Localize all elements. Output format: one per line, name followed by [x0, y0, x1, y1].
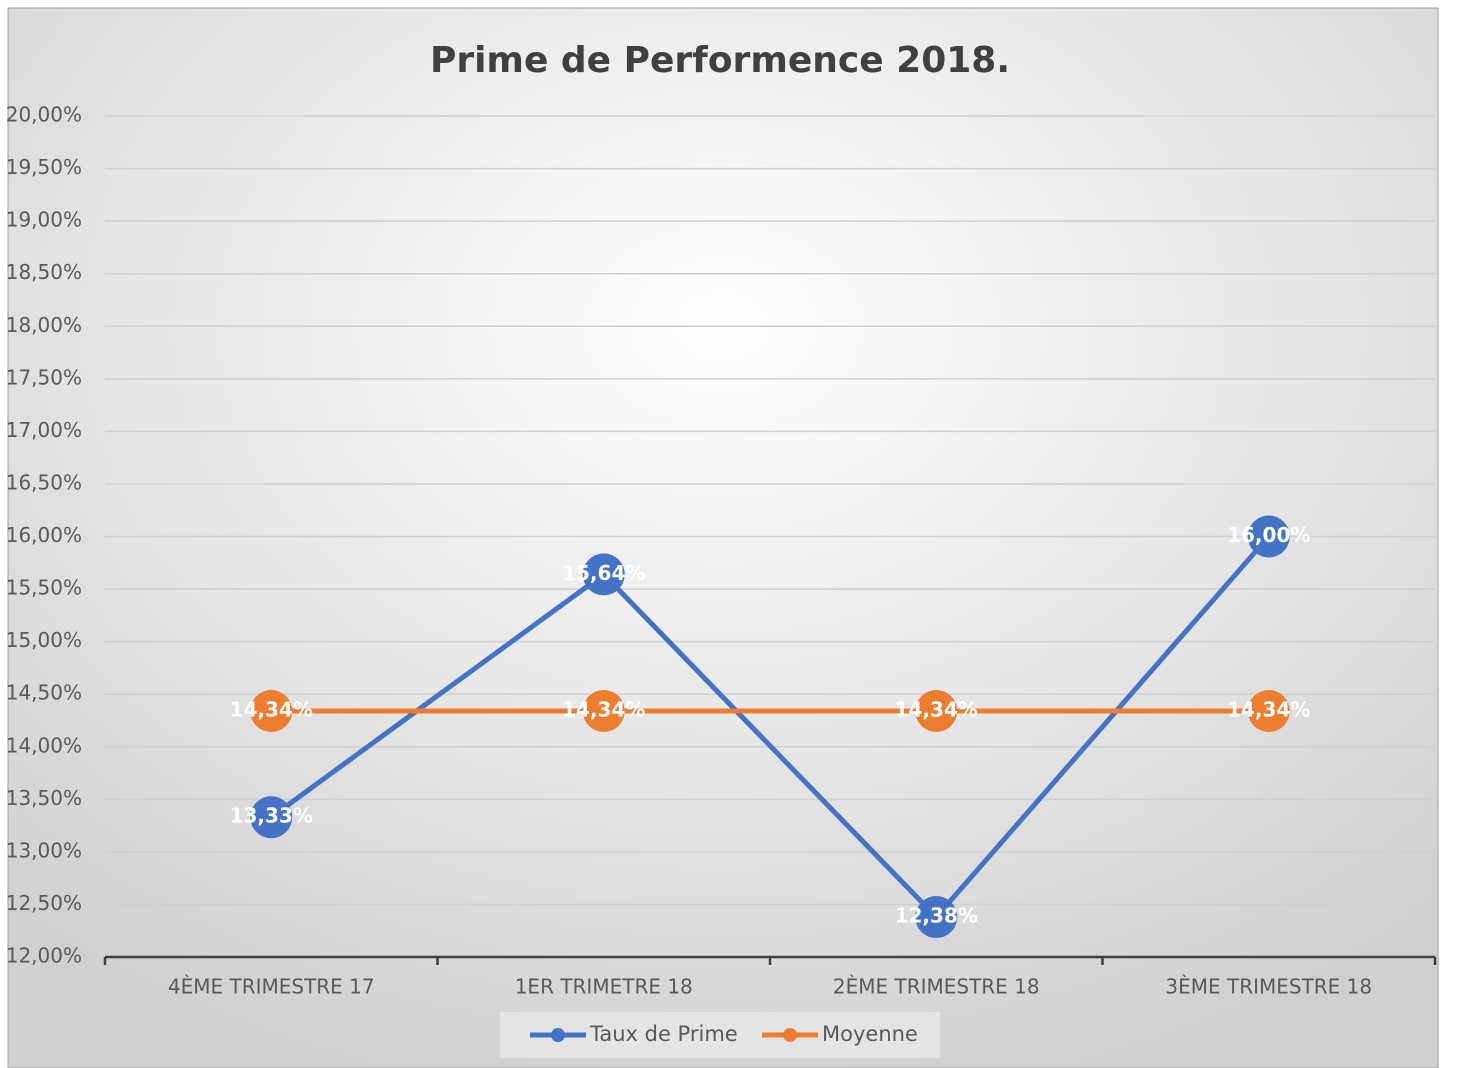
data-label: 15,64% — [562, 561, 645, 585]
y-tick-label: 14,50% — [6, 681, 82, 705]
y-tick-label: 13,00% — [6, 838, 82, 862]
y-tick-label: 17,50% — [6, 365, 82, 389]
y-tick-label: 18,00% — [6, 313, 82, 337]
y-tick-label: 19,00% — [6, 208, 82, 232]
data-label: 14,34% — [230, 698, 313, 722]
y-tick-label: 19,50% — [6, 155, 82, 179]
marker — [250, 796, 293, 839]
y-tick-label: 17,00% — [6, 418, 82, 442]
marker — [915, 896, 958, 939]
marker — [582, 553, 625, 596]
data-label: 13,33% — [230, 804, 313, 828]
y-tick-label: 16,00% — [6, 523, 82, 547]
series-line — [269, 534, 1271, 921]
y-tick-label: 20,00% — [6, 103, 82, 127]
x-tick-label: 4ÈME TRIMESTRE 17 — [168, 975, 375, 999]
data-label: 14,34% — [562, 698, 645, 722]
y-tick-label: 13,50% — [6, 786, 82, 810]
marker — [1247, 690, 1290, 733]
y-tick-label: 12,00% — [6, 944, 82, 968]
data-label: 12,38% — [895, 904, 978, 928]
y-tick-label: 15,50% — [6, 576, 82, 600]
x-tick-label: 3ÈME TRIMESTRE 18 — [1165, 975, 1372, 999]
chart-area — [7, 7, 1439, 1068]
legend-label: Taux de Prime — [589, 1022, 738, 1046]
legend-marker — [551, 1028, 565, 1042]
data-label: 14,34% — [895, 698, 978, 722]
y-tick-label: 12,50% — [6, 891, 82, 915]
marker — [582, 690, 625, 733]
chart-title: Prime de Performence 2018. — [430, 40, 1010, 81]
data-label: 14,34% — [1227, 698, 1310, 722]
marker — [1247, 515, 1290, 558]
data-label: 16,00% — [1227, 523, 1310, 547]
x-tick-label: 1ER TRIMETRE 18 — [515, 975, 693, 999]
legend-label: Moyenne — [822, 1022, 918, 1046]
y-tick-label: 14,00% — [6, 733, 82, 757]
x-tick-label: 2ÈME TRIMESTRE 18 — [833, 975, 1040, 999]
y-tick-label: 15,00% — [6, 628, 82, 652]
y-tick-label: 16,50% — [6, 470, 82, 494]
marker — [250, 690, 293, 733]
marker — [915, 690, 958, 733]
legend-marker — [783, 1028, 797, 1042]
y-tick-label: 18,50% — [6, 260, 82, 284]
